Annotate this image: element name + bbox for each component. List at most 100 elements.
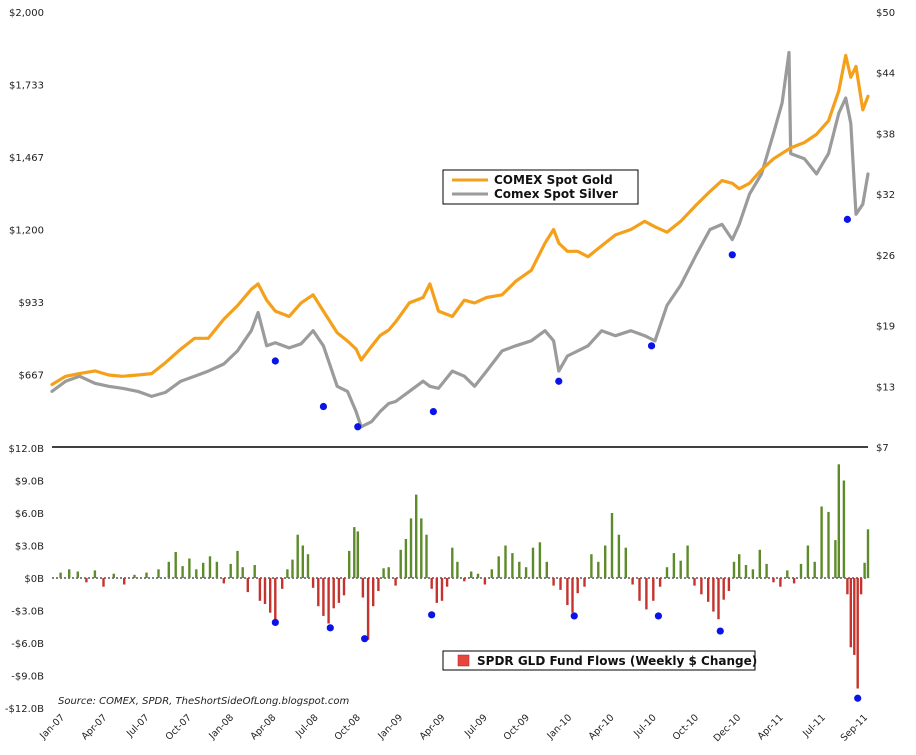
gold-line	[50, 53, 870, 387]
inflow-bar	[229, 563, 232, 578]
flows-axis-ticks: $12.0B $9.0B $6.0B $3.0B $0B -$3.0B -$6.0B -$9.…	[5, 444, 44, 715]
right-tick-label: $50	[876, 8, 895, 19]
inflow-bar	[188, 558, 191, 578]
outflow-bar	[311, 578, 315, 588]
flow-tick-label: $3.0B	[15, 542, 44, 553]
right-tick-label: $13	[876, 382, 895, 393]
right-tick-label: $32	[876, 190, 895, 201]
inflow-bar	[253, 565, 256, 578]
inflow-bar	[296, 534, 299, 578]
inflow-bar	[167, 561, 170, 579]
x-tick-label: Jul-10	[631, 712, 659, 740]
outflow-bar	[559, 578, 562, 590]
x-tick-label: Apr-07	[79, 712, 109, 742]
x-tick-label: Oct-09	[502, 712, 532, 742]
inflow-bar	[356, 531, 359, 578]
outflow-bar	[727, 578, 731, 591]
low-marker	[271, 357, 279, 365]
outflow-bar	[222, 578, 225, 584]
outflow-bar	[658, 578, 662, 587]
outflow-bar	[722, 578, 725, 600]
outflow-bar	[707, 578, 710, 602]
inflow-bar	[415, 494, 418, 578]
inflow-bar	[404, 539, 408, 578]
x-tick-label: Apr-11	[756, 712, 786, 742]
right-tick-label: $7	[876, 443, 889, 454]
outflow-bar	[846, 578, 849, 595]
x-axis-ticks: Jan-07 Apr-07 Jul-07 Oct-07 Jan-08 Apr-08 Jul-…	[37, 712, 870, 744]
left-tick-label: $1,467	[9, 153, 44, 164]
inflow-bar	[59, 572, 62, 578]
inflow-bar	[181, 566, 184, 578]
outflow-bar	[263, 578, 267, 604]
left-tick-label: $933	[19, 298, 44, 309]
outflow-bar	[435, 578, 438, 603]
flow-marker	[854, 694, 862, 702]
flow-bars	[59, 464, 870, 689]
inflow-bar	[679, 560, 682, 578]
outflow-bar	[571, 578, 574, 613]
inflow-bar	[799, 563, 803, 578]
inflow-bar	[617, 534, 621, 578]
inflow-bar	[301, 545, 304, 578]
x-tick-label: Apr-08	[248, 712, 278, 742]
silver-line	[50, 50, 870, 429]
outflow-bar	[342, 578, 346, 596]
x-tick-label: Jul-09	[462, 712, 490, 740]
outflow-bar	[337, 578, 341, 603]
x-tick-label: Jul-07	[124, 712, 152, 740]
outflow-bar	[849, 578, 852, 648]
inflow-bar	[842, 480, 846, 578]
flow-tick-label: -$6.0B	[11, 639, 44, 650]
inflow-bar	[497, 556, 500, 578]
outflow-bar	[123, 578, 126, 585]
inflow-bar	[215, 561, 219, 579]
inflow-bar	[236, 550, 239, 578]
outflow-bar	[445, 578, 449, 587]
inflow-bar	[837, 464, 840, 579]
outflow-bar	[332, 578, 335, 609]
inflow-bar	[744, 565, 748, 578]
x-tick-label: Jul-11	[800, 712, 828, 740]
left-tick-label: $2,000	[9, 8, 44, 19]
outflow-bar	[246, 578, 249, 593]
right-tick-label: $38	[876, 129, 895, 140]
outflow-bar	[552, 578, 555, 586]
x-tick-label: Jan-09	[375, 712, 405, 742]
inflow-bar	[387, 567, 390, 578]
inflow-bar	[241, 567, 244, 578]
inflow-bar	[751, 569, 755, 578]
inflow-bar	[409, 518, 413, 578]
outflow-bar	[645, 578, 648, 610]
left-tick-label: $667	[19, 370, 44, 381]
outflow-bar	[631, 578, 634, 585]
inflow-bar	[827, 511, 830, 578]
right-tick-label: $26	[876, 251, 895, 262]
outflow-bar	[102, 578, 105, 587]
inflow-bar	[504, 545, 507, 578]
outflow-bar	[792, 578, 796, 584]
inflow-bar	[786, 570, 789, 578]
gold-legend-label: COMEX Spot Gold	[494, 173, 613, 187]
outflow-bar	[712, 578, 715, 612]
inflow-bar	[456, 561, 459, 579]
x-tick-label: Oct-07	[164, 712, 194, 742]
left-tick-label: $1,200	[9, 226, 44, 237]
inflow-bar	[518, 561, 521, 579]
x-tick-label: Jul-08	[293, 712, 321, 740]
flow-tick-label: $0B	[24, 574, 44, 585]
low-marker	[728, 251, 736, 259]
outflow-bar	[772, 578, 775, 583]
outflow-bar	[281, 578, 284, 589]
inflow-bar	[531, 547, 535, 578]
inflow-bar	[732, 561, 736, 579]
x-tick-label: Apr-10	[587, 712, 617, 742]
inflow-bar	[610, 513, 614, 578]
inflow-bar	[382, 568, 385, 579]
outflow-bar	[322, 578, 325, 616]
x-tick-label: Jan-10	[544, 712, 574, 742]
outflow-bar	[853, 578, 856, 655]
x-tick-label: Oct-08	[333, 712, 363, 742]
low-marker	[843, 215, 851, 223]
inflow-bar	[597, 561, 600, 579]
